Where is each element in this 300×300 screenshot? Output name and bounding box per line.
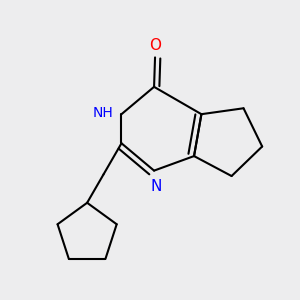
Text: O: O: [149, 38, 161, 53]
Text: NH: NH: [93, 106, 113, 120]
Text: N: N: [150, 179, 161, 194]
